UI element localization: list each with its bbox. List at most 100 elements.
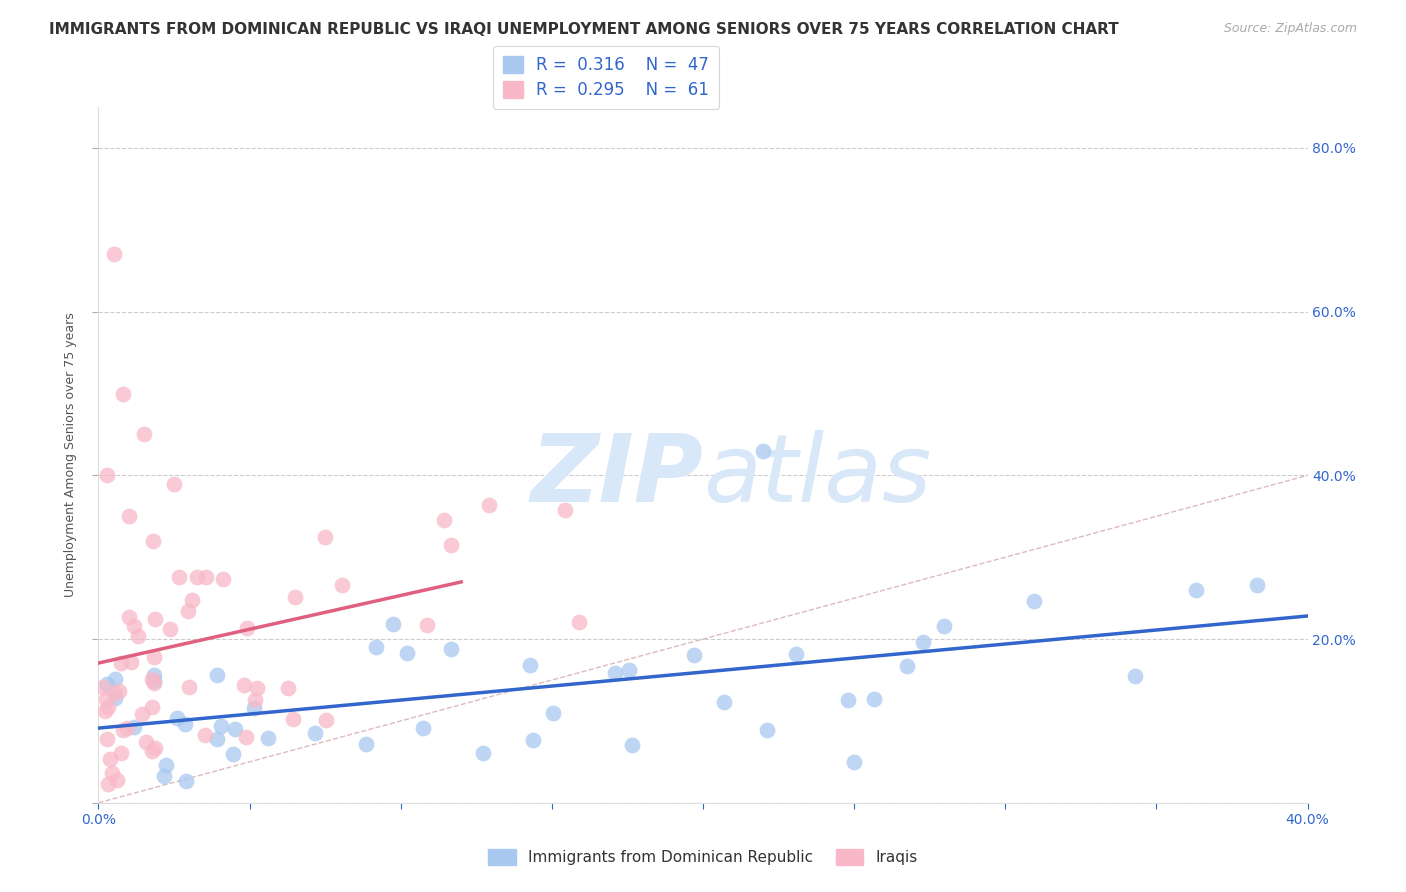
- Point: [257, 731, 280, 745]
- Point: [785, 647, 807, 661]
- Point: [911, 635, 934, 649]
- Point: [180, 593, 202, 607]
- Point: [94, 704, 117, 718]
- Text: IMMIGRANTS FROM DOMINICAN REPUBLIC VS IRAQI UNEMPLOYMENT AMONG SENIORS OVER 75 Y: IMMIGRANTS FROM DOMINICAN REPUBLIC VS IR…: [49, 22, 1119, 37]
- Point: [568, 615, 591, 629]
- Point: [1123, 669, 1146, 683]
- Point: [173, 716, 195, 731]
- Point: [304, 725, 326, 739]
- Point: [141, 699, 163, 714]
- Point: [132, 427, 155, 442]
- Point: [104, 672, 127, 686]
- Point: [104, 690, 127, 705]
- Point: [120, 655, 142, 669]
- Text: ZIP: ZIP: [530, 430, 703, 522]
- Point: [354, 737, 377, 751]
- Point: [124, 720, 146, 734]
- Point: [122, 619, 145, 633]
- Point: [91, 680, 114, 694]
- Point: [246, 681, 269, 695]
- Point: [142, 533, 165, 548]
- Point: [179, 680, 201, 694]
- Point: [416, 618, 439, 632]
- Point: [96, 732, 118, 747]
- Point: [131, 707, 153, 722]
- Point: [104, 686, 127, 700]
- Point: [1184, 583, 1206, 598]
- Point: [844, 755, 866, 769]
- Point: [107, 773, 129, 788]
- Point: [243, 701, 266, 715]
- Point: [159, 623, 181, 637]
- Point: [366, 640, 388, 654]
- Point: [143, 740, 166, 755]
- Point: [97, 700, 120, 714]
- Point: [142, 668, 165, 682]
- Legend: Immigrants from Dominican Republic, Iraqis: Immigrants from Dominican Republic, Iraq…: [482, 843, 924, 871]
- Point: [837, 693, 859, 707]
- Y-axis label: Unemployment Among Seniors over 75 years: Unemployment Among Seniors over 75 years: [63, 312, 77, 598]
- Point: [236, 621, 259, 635]
- Point: [713, 695, 735, 709]
- Point: [440, 538, 463, 552]
- Point: [98, 752, 121, 766]
- Text: Source: ZipAtlas.com: Source: ZipAtlas.com: [1223, 22, 1357, 36]
- Point: [522, 733, 544, 747]
- Point: [433, 513, 456, 527]
- Point: [96, 692, 118, 706]
- Point: [1246, 577, 1268, 591]
- Point: [115, 721, 138, 735]
- Point: [541, 706, 564, 720]
- Legend: R =  0.316    N =  47, R =  0.295    N =  61: R = 0.316 N = 47, R = 0.295 N = 61: [494, 45, 720, 109]
- Point: [478, 498, 501, 512]
- Point: [111, 723, 134, 738]
- Point: [111, 386, 134, 401]
- Point: [143, 673, 166, 688]
- Point: [233, 678, 256, 692]
- Point: [143, 649, 166, 664]
- Point: [167, 570, 190, 584]
- Point: [118, 509, 141, 524]
- Point: [152, 769, 174, 783]
- Point: [243, 693, 266, 707]
- Point: [194, 570, 217, 584]
- Point: [166, 711, 188, 725]
- Point: [412, 721, 434, 735]
- Point: [107, 684, 129, 698]
- Point: [682, 648, 704, 662]
- Point: [603, 665, 626, 680]
- Point: [224, 722, 246, 736]
- Point: [118, 609, 141, 624]
- Point: [211, 573, 233, 587]
- Point: [205, 731, 228, 746]
- Point: [96, 468, 118, 483]
- Point: [896, 659, 918, 673]
- Point: [97, 777, 120, 791]
- Point: [96, 677, 118, 691]
- Point: [330, 578, 353, 592]
- Point: [281, 712, 304, 726]
- Point: [284, 590, 307, 604]
- Point: [103, 247, 125, 261]
- Point: [1024, 594, 1046, 608]
- Point: [127, 629, 149, 643]
- Point: [110, 657, 132, 671]
- Point: [620, 738, 643, 752]
- Point: [235, 730, 257, 744]
- Point: [135, 734, 157, 748]
- Point: [519, 658, 541, 673]
- Point: [756, 723, 779, 737]
- Point: [617, 663, 640, 677]
- Point: [143, 612, 166, 626]
- Point: [277, 681, 299, 695]
- Point: [209, 718, 232, 732]
- Point: [141, 744, 163, 758]
- Point: [194, 728, 217, 742]
- Point: [471, 746, 494, 760]
- Point: [315, 713, 337, 727]
- Point: [110, 746, 132, 760]
- Point: [863, 692, 886, 706]
- Point: [142, 676, 165, 690]
- Point: [440, 641, 463, 656]
- Point: [186, 570, 208, 584]
